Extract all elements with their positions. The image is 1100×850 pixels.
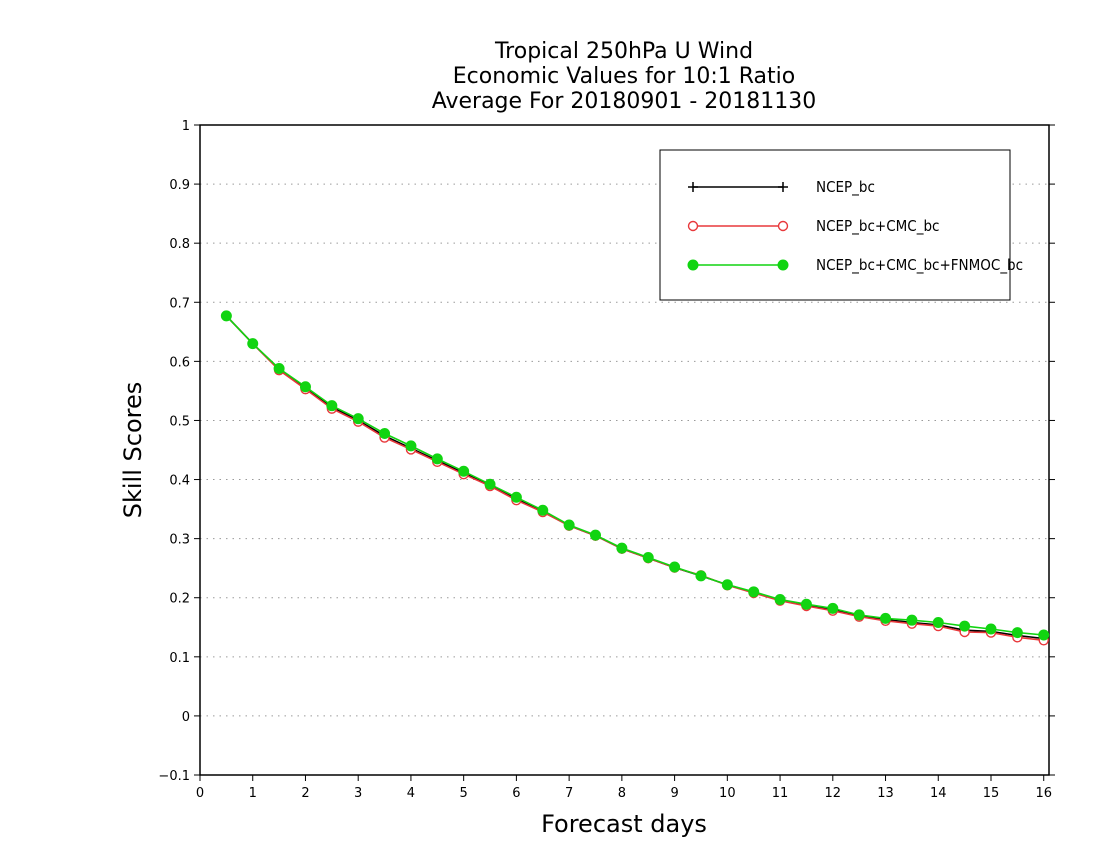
data-point	[669, 561, 681, 573]
series-1	[221, 310, 1049, 644]
legend: NCEP_bc NCEP_bc+CMC_bc NCEP_bc+CMC_bc+FNMO…	[659, 149, 1023, 301]
data-point	[774, 594, 786, 605]
legend-marker	[778, 182, 788, 192]
x-tick-label: 7	[565, 786, 573, 801]
x-tick-label: 4	[407, 786, 415, 801]
y-tick-label: 0.1	[169, 651, 190, 666]
x-tick-label: 6	[512, 786, 520, 801]
data-point	[932, 617, 944, 629]
x-tick-label: 12	[825, 786, 842, 801]
data-point	[906, 614, 918, 626]
data-point	[273, 362, 285, 374]
y-tick-label: 0	[182, 710, 190, 725]
x-tick-label: 0	[196, 786, 204, 801]
data-point	[220, 310, 232, 322]
chart-title-line-3: Average For 20180901 - 20181130	[432, 89, 817, 114]
x-tick-label: 5	[460, 786, 468, 801]
data-point	[458, 465, 470, 477]
legend-label: NCEP_bc+CMC_bc	[816, 217, 939, 236]
y-tick-label: 0.6	[169, 355, 190, 370]
y-tick-label: −0.1	[158, 769, 190, 784]
x-tick-label: 14	[930, 786, 947, 801]
data-point	[695, 570, 707, 582]
x-tick-label: 9	[670, 786, 678, 801]
data-point	[379, 427, 391, 439]
x-tick-label: 2	[301, 786, 309, 801]
x-axis-label: Forecast days	[541, 810, 707, 838]
y-tick-label: 1	[182, 119, 190, 134]
y-tick-label: 0.4	[169, 474, 190, 489]
y-tick-label: 0.9	[169, 178, 190, 193]
data-point	[326, 400, 338, 412]
x-tick-label: 1	[249, 786, 257, 801]
x-axis: 0 1 2 3 4 5 6 7 8 9 10 11 12 13 14 15 16	[196, 775, 1052, 801]
data-point	[484, 478, 496, 490]
data-point	[959, 620, 971, 632]
series-group	[220, 310, 1050, 646]
data-point	[247, 338, 259, 350]
legend-item-2: NCEP_bc+CMC_bc	[687, 217, 939, 236]
data-point	[1011, 627, 1023, 639]
legend-marker	[687, 259, 699, 271]
series-line	[225, 315, 1044, 640]
data-point	[800, 598, 812, 610]
y-axis: −0.1 0 0.1 0.2 0.3 0.4 0.5 0.6 0.7 0.8 0.9 1	[158, 119, 1055, 784]
legend-label: NCEP_bc	[816, 178, 875, 197]
x-tick-label: 13	[877, 786, 894, 801]
series-line	[225, 315, 1044, 636]
data-point	[405, 440, 417, 452]
y-tick-label: 0.7	[169, 296, 190, 311]
data-point	[853, 609, 865, 621]
x-tick-label: 3	[354, 786, 362, 801]
x-tick-label: 10	[719, 786, 736, 801]
data-point	[510, 491, 522, 503]
y-tick-label: 0.5	[169, 414, 190, 429]
y-tick-label: 0.8	[169, 237, 190, 252]
legend-marker	[688, 182, 698, 192]
series-line	[225, 315, 1044, 642]
legend-box	[659, 149, 1011, 301]
data-point	[642, 552, 654, 564]
x-tick-label: 8	[618, 786, 626, 801]
y-tick-label: 0.2	[169, 592, 190, 607]
data-point	[616, 542, 628, 554]
data-point	[352, 413, 364, 425]
legend-label: NCEP_bc+CMC_bc+FNMOC_bc	[816, 256, 1023, 275]
data-point	[299, 381, 311, 393]
data-point	[589, 529, 601, 541]
data-point	[563, 519, 575, 531]
chart-title-line-2: Economic Values for 10:1 Ratio	[453, 64, 795, 89]
legend-item-3: NCEP_bc+CMC_bc+FNMOC_bc	[687, 256, 1023, 275]
plot-frame	[199, 124, 1050, 776]
data-point	[880, 612, 892, 624]
x-tick-label: 16	[1035, 786, 1052, 801]
x-tick-label: 15	[983, 786, 1000, 801]
series-2	[221, 310, 1049, 646]
series-3	[220, 310, 1050, 641]
x-tick-label: 11	[772, 786, 789, 801]
y-axis-label: Skill Scores	[119, 382, 147, 519]
y-tick-label: 0.3	[169, 533, 190, 548]
legend-marker	[687, 220, 699, 232]
data-point	[748, 586, 760, 598]
legend-marker	[777, 259, 789, 271]
data-point	[431, 453, 443, 465]
data-point	[537, 504, 549, 516]
legend-item-1: NCEP_bc	[688, 178, 875, 197]
legend-marker	[777, 220, 789, 232]
data-point	[827, 602, 839, 614]
chart-title-line-1: Tropical 250hPa U Wind	[494, 39, 753, 64]
data-point	[1038, 629, 1050, 641]
data-point	[721, 579, 733, 591]
data-point	[985, 623, 997, 635]
